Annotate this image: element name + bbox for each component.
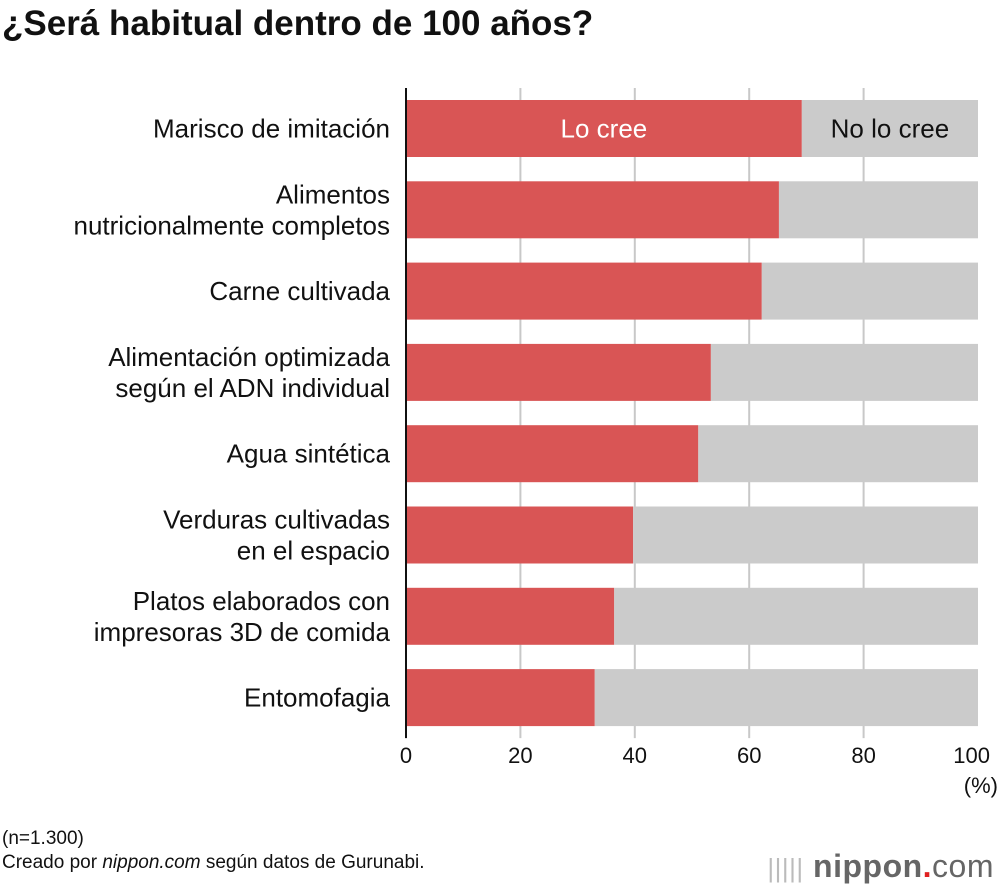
category-label: impresoras 3D de comida bbox=[94, 617, 391, 647]
x-tick-label: 100 bbox=[953, 743, 990, 768]
category-label: Verduras cultivadas bbox=[163, 505, 390, 535]
source-suffix: según datos de Gurunabi. bbox=[200, 852, 425, 873]
x-unit-label: (%) bbox=[964, 773, 998, 798]
x-tick-label: 20 bbox=[508, 743, 532, 768]
category-label: en el espacio bbox=[237, 536, 390, 566]
bar-lo-cree bbox=[406, 587, 615, 645]
x-tick-label: 0 bbox=[400, 743, 412, 768]
source-site: nippon.com bbox=[102, 852, 201, 873]
category-label: Carne cultivada bbox=[209, 276, 390, 306]
category-label: según el ADN individual bbox=[115, 373, 390, 403]
category-label: Marisco de imitación bbox=[153, 114, 390, 144]
source-note: Creado por nippon.com según datos de Gur… bbox=[2, 852, 425, 874]
bar-lo-cree bbox=[406, 425, 699, 483]
bar-no-lo-cree bbox=[710, 343, 978, 401]
bar-lo-cree bbox=[406, 669, 595, 727]
bar-no-lo-cree bbox=[761, 262, 978, 320]
source-prefix: Creado por bbox=[2, 852, 103, 873]
category-label: nutricionalmente completos bbox=[74, 210, 391, 240]
bar-lo-cree bbox=[406, 262, 762, 320]
bar-lo-cree bbox=[406, 506, 634, 564]
chart-title: ¿Será habitual dentro de 100 años? bbox=[2, 4, 594, 43]
x-tick-label: 80 bbox=[851, 743, 875, 768]
bar-lo-cree bbox=[406, 343, 711, 401]
category-label: Entomofagia bbox=[244, 683, 391, 713]
category-label: Alimentos bbox=[276, 179, 390, 209]
legend-no-lo-cree: No lo cree bbox=[831, 114, 950, 144]
nippon-logo: ||||| nippon.com bbox=[767, 848, 994, 885]
logo-dot: . bbox=[922, 848, 933, 884]
x-tick-label: 60 bbox=[737, 743, 761, 768]
logo-name: nippon bbox=[813, 848, 923, 884]
category-label: Alimentación optimizada bbox=[108, 342, 390, 372]
bar-no-lo-cree bbox=[698, 425, 978, 483]
bar-no-lo-cree bbox=[801, 100, 978, 157]
bar-no-lo-cree bbox=[614, 587, 978, 645]
bar-no-lo-cree bbox=[778, 181, 978, 239]
legend-lo-cree: Lo cree bbox=[561, 114, 648, 144]
category-label: Agua sintética bbox=[227, 439, 391, 469]
bar-lo-cree bbox=[406, 100, 802, 157]
logo-com: com bbox=[932, 848, 994, 884]
bar-no-lo-cree bbox=[633, 506, 978, 564]
logo-wave-icon: ||||| bbox=[767, 853, 804, 883]
x-tick-label: 40 bbox=[623, 743, 647, 768]
sample-note: (n=1.300) bbox=[2, 828, 84, 849]
category-label: Platos elaborados con bbox=[133, 586, 390, 616]
bar-no-lo-cree bbox=[594, 669, 978, 727]
bar-lo-cree bbox=[406, 181, 779, 239]
